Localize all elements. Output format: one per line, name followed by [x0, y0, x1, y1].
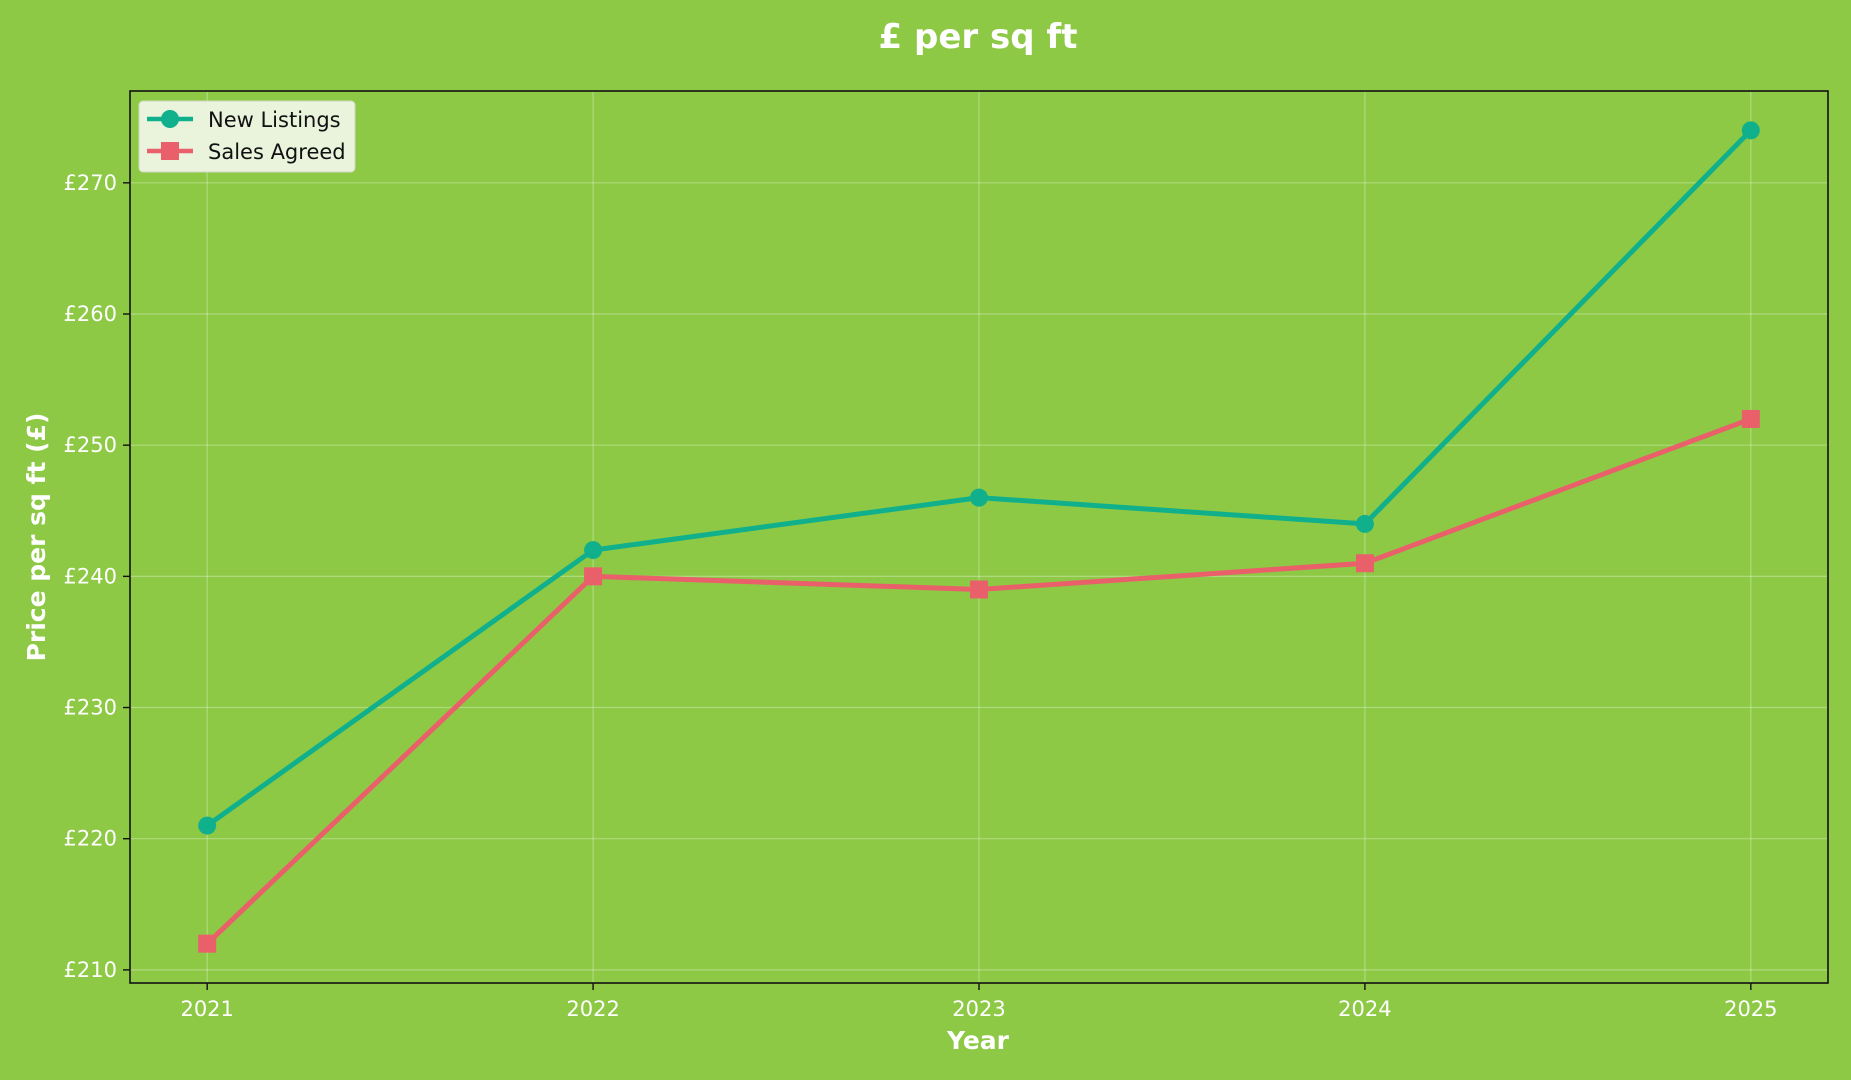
axis-ticks: 2021 2022 2023 2024 2025 £210 £220 £230 £240 £250…	[64, 171, 1778, 1021]
legend-marker-new-listings	[161, 110, 179, 128]
x-tick-label: 2021	[180, 997, 233, 1021]
y-axis-label: Price per sq ft (£)	[22, 413, 51, 662]
data-point-new-listings	[970, 488, 988, 507]
data-point-sales-agreed	[584, 567, 603, 586]
series-sales-agreed	[198, 409, 1760, 953]
data-point-sales-agreed	[1355, 554, 1374, 573]
legend-label-new-listings: New Listings	[208, 108, 341, 132]
series-new-listings	[198, 121, 1760, 835]
x-tick-label: 2023	[952, 997, 1005, 1021]
x-tick-label: 2024	[1338, 997, 1391, 1021]
chart-title: £ per sq ft	[879, 17, 1078, 57]
legend-marker-sales-agreed	[161, 142, 179, 160]
series-layer	[198, 121, 1760, 953]
x-tick-label: 2022	[566, 997, 619, 1021]
y-tick-label: £220	[64, 827, 117, 851]
data-point-new-listings	[198, 816, 217, 835]
legend: New Listings Sales Agreed	[138, 100, 356, 173]
data-point-sales-agreed	[970, 580, 988, 599]
data-point-new-listings	[584, 541, 603, 560]
y-tick-label: £230	[64, 696, 117, 720]
data-point-sales-agreed	[1741, 409, 1760, 428]
y-tick-label: £270	[64, 171, 117, 195]
y-tick-label: £260	[64, 302, 117, 326]
grid	[130, 91, 1828, 983]
x-axis-label: Year	[946, 1026, 1010, 1055]
data-point-sales-agreed	[198, 934, 217, 953]
data-point-new-listings	[1355, 514, 1374, 533]
data-point-new-listings	[1741, 121, 1760, 140]
y-tick-label: £240	[64, 564, 117, 588]
legend-label-sales-agreed: Sales Agreed	[208, 140, 346, 164]
x-tick-label: 2025	[1724, 997, 1777, 1021]
y-tick-label: £250	[64, 433, 117, 457]
y-tick-label: £210	[64, 958, 117, 982]
